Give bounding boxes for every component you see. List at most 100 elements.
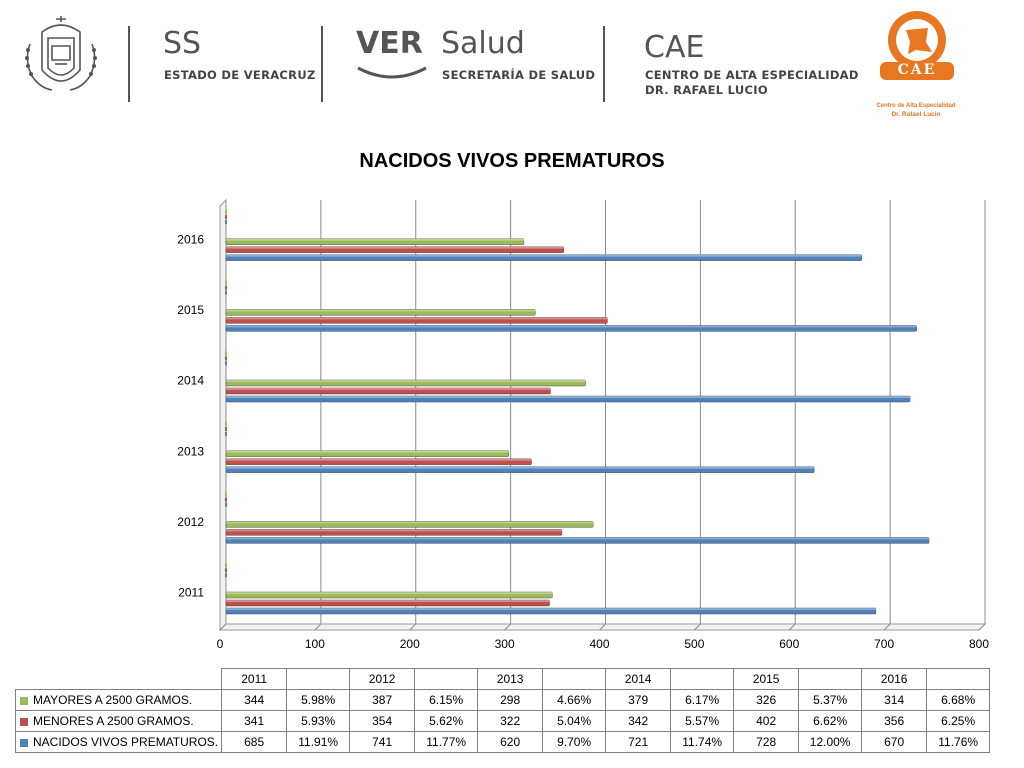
ver-logo-bold: VER: [356, 26, 423, 61]
table-value-cell: 721: [605, 731, 672, 753]
bar-highlight: [226, 317, 608, 320]
bar-highlight: [226, 238, 524, 241]
empty-marker: [225, 280, 227, 285]
y-tick-label: 2014: [177, 374, 204, 388]
empty-marker: [225, 432, 227, 436]
table-year-header: 2015: [733, 668, 800, 690]
x-tick-label: 600: [779, 637, 799, 651]
legend-label: MENORES A 2500 GRAMOS.: [33, 714, 194, 728]
table-percent-cell: 6.15%: [414, 689, 479, 711]
table-percent-cell: 5.04%: [542, 710, 607, 732]
bar: [225, 246, 564, 253]
empty-marker: [225, 361, 227, 366]
bar: [225, 254, 862, 261]
bar-highlight: [226, 537, 930, 540]
y-tick-label: 2015: [177, 303, 204, 317]
bar-highlight: [226, 254, 862, 257]
table-series-label: MENORES A 2500 GRAMOS.: [14, 710, 223, 732]
empty-marker: [225, 422, 227, 426]
table-percent-cell: 11.74%: [670, 731, 735, 753]
legend-swatch: [20, 738, 28, 747]
table-percent-cell: 11.76%: [926, 731, 991, 753]
veracruz-coat-of-arms-icon: [25, 16, 97, 91]
ver-subtitle: SECRETARÍA DE SALUD: [442, 68, 596, 82]
legend-swatch: [20, 696, 28, 705]
empty-marker: [225, 427, 227, 431]
x-tick-label: 800: [969, 637, 989, 651]
header-divider: [603, 26, 605, 102]
empty-marker: [225, 356, 227, 361]
bar-highlight: [226, 592, 553, 594]
empty-marker: [225, 497, 227, 502]
data-table: 2011 2012 2013 2014 2015 2016 MAYORES A 2500 G…: [14, 668, 991, 753]
table-value-cell: 354: [349, 710, 416, 732]
empty-marker: [225, 215, 227, 219]
table-year-header: 2014: [605, 668, 672, 690]
bar-highlight: [226, 608, 876, 610]
legend-swatch: [20, 717, 28, 726]
bar-highlight: [226, 380, 586, 382]
empty-marker: [225, 568, 227, 573]
bar-highlight: [226, 246, 564, 249]
x-tick-label: 300: [495, 637, 515, 651]
ss-title: SS: [163, 26, 202, 61]
gridline-depth: [788, 623, 796, 631]
bar: [225, 607, 877, 615]
table-value-cell: 314: [861, 689, 928, 711]
bar: [225, 599, 550, 607]
y-tick-label: 2011: [178, 586, 204, 600]
table-blank-header: [414, 668, 479, 690]
x-tick-label: 400: [589, 637, 609, 651]
empty-marker: [225, 563, 227, 568]
cae-logo-text: CAE: [897, 62, 937, 78]
cae-logo-caption-2: Dr. Rafael Lucio: [891, 111, 941, 118]
cae-subtitle-1: CENTRO DE ALTA ESPECIALIDAD: [645, 68, 859, 82]
table-corner-cell: [16, 669, 222, 690]
table-percent-cell: 6.62%: [798, 710, 863, 732]
bar-highlight: [226, 466, 815, 469]
gridline-depth: [883, 623, 891, 631]
empty-marker: [225, 285, 227, 290]
empty-marker: [225, 220, 227, 224]
bar: [225, 529, 563, 536]
gridline-depth: [978, 623, 986, 631]
bar: [225, 521, 594, 528]
table-header-row: 2011 2012 2013 2014 2015 2016: [16, 668, 991, 690]
table-value-cell: 379: [605, 689, 672, 711]
table-percent-cell: 12.00%: [798, 731, 863, 753]
bar-highlight: [226, 309, 536, 312]
table-value-cell: 341: [221, 710, 288, 732]
header-divider: [128, 26, 130, 102]
table-year-header: 2013: [477, 668, 544, 690]
table-row: NACIDOS VIVOS PREMATUROS. 685 11.91% 741 11.…: [14, 731, 991, 753]
empty-marker: [225, 210, 227, 214]
empty-marker: [225, 351, 227, 356]
bar: [225, 309, 536, 316]
bar-highlight: [226, 325, 917, 328]
table-blank-header: [798, 668, 863, 690]
bar: [225, 325, 917, 332]
empty-marker: [225, 502, 227, 507]
x-tick-label: 0: [217, 637, 224, 651]
ss-subtitle: ESTADO DE VERACRUZ: [164, 68, 316, 82]
gridline-depth: [599, 623, 606, 631]
bar-highlight: [226, 388, 551, 390]
bar: [225, 379, 586, 387]
table-blank-header: [670, 668, 735, 690]
x-tick-label: 700: [874, 637, 894, 651]
table-percent-cell: 11.91%: [286, 731, 351, 753]
empty-marker: [225, 573, 227, 578]
table-percent-cell: 5.62%: [414, 710, 479, 732]
table-value-cell: 620: [477, 731, 544, 753]
table-percent-cell: 6.17%: [670, 689, 735, 711]
table-value-cell: 741: [349, 731, 416, 753]
table-percent-cell: 5.37%: [798, 689, 863, 711]
gridline-depth: [409, 623, 417, 631]
bar: [225, 395, 911, 403]
x-tick-label: 500: [684, 637, 704, 651]
header-divider: [321, 26, 323, 102]
table-series-label: MAYORES A 2500 GRAMOS.: [14, 689, 223, 711]
table-year-header: 2016: [861, 668, 928, 690]
bar: [225, 387, 551, 395]
cae-logo-caption-1: Centro de Alta Especialidad: [876, 103, 956, 109]
